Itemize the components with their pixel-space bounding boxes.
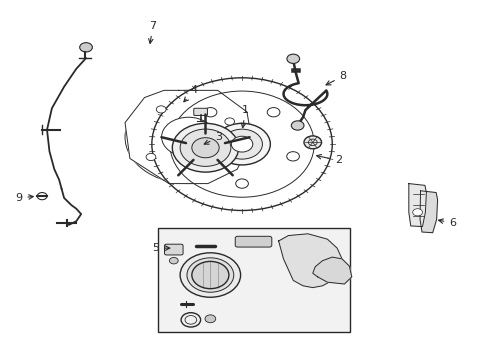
Text: 3: 3 <box>204 132 222 144</box>
Text: 2: 2 <box>316 154 341 165</box>
Text: 6: 6 <box>438 218 455 228</box>
FancyBboxPatch shape <box>193 108 207 116</box>
FancyBboxPatch shape <box>235 236 271 247</box>
Circle shape <box>161 117 215 157</box>
Polygon shape <box>125 90 251 184</box>
Text: 1: 1 <box>241 105 248 127</box>
Circle shape <box>169 257 178 264</box>
Circle shape <box>191 138 219 158</box>
Circle shape <box>216 157 225 165</box>
Circle shape <box>291 121 304 130</box>
Circle shape <box>286 152 299 161</box>
Circle shape <box>80 42 92 52</box>
Circle shape <box>172 123 238 172</box>
Circle shape <box>235 179 248 188</box>
Text: 4: 4 <box>183 85 198 102</box>
Polygon shape <box>408 184 426 226</box>
Circle shape <box>184 152 197 161</box>
Circle shape <box>213 123 270 165</box>
FancyBboxPatch shape <box>158 228 349 332</box>
Circle shape <box>204 315 215 323</box>
Polygon shape <box>419 191 437 233</box>
Text: 8: 8 <box>325 71 346 85</box>
Circle shape <box>156 106 166 113</box>
FancyBboxPatch shape <box>164 244 183 255</box>
Text: 5: 5 <box>152 243 169 253</box>
Circle shape <box>304 136 321 149</box>
Circle shape <box>191 261 228 289</box>
Circle shape <box>267 108 279 117</box>
Circle shape <box>412 209 422 216</box>
Circle shape <box>286 54 299 63</box>
Circle shape <box>180 253 240 297</box>
Polygon shape <box>278 234 341 288</box>
Text: 7: 7 <box>148 21 156 43</box>
Circle shape <box>224 118 234 125</box>
Circle shape <box>204 108 217 117</box>
Text: 9: 9 <box>15 193 33 203</box>
Circle shape <box>180 129 230 166</box>
Circle shape <box>221 129 262 159</box>
Circle shape <box>186 258 233 292</box>
Circle shape <box>125 90 251 184</box>
Circle shape <box>146 153 156 161</box>
Circle shape <box>231 136 252 152</box>
Polygon shape <box>312 257 351 284</box>
